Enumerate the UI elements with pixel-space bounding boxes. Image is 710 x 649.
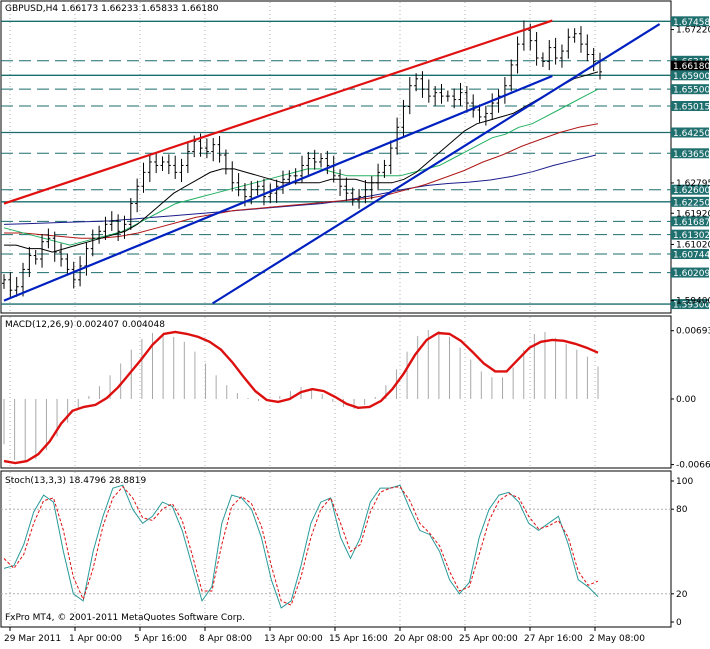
macd-y-tick-label: 0.00693 bbox=[676, 327, 710, 337]
level-tag bbox=[671, 60, 709, 71]
stoch-title: Stoch(13,3,3) 18.4796 28.8819 bbox=[5, 476, 146, 486]
level-tag bbox=[671, 267, 709, 278]
ma-green-line bbox=[3, 88, 599, 246]
y-tick-label: 1.61020 bbox=[676, 240, 710, 250]
level-tag-label: 1.62250 bbox=[673, 198, 710, 208]
price-bars bbox=[2, 20, 602, 299]
trendline bbox=[3, 19, 553, 205]
ma-navy-line bbox=[3, 154, 597, 225]
level-tag bbox=[671, 184, 709, 195]
x-tick-label: 8 Apr 08:00 bbox=[199, 634, 252, 644]
level-tag-label: 1.65015 bbox=[673, 102, 710, 112]
y-tick-label: 1.62795 bbox=[676, 179, 710, 189]
level-tag-label: 1.63650 bbox=[673, 150, 710, 160]
level-tag bbox=[671, 127, 709, 138]
macd-y-tick-label: 0.00 bbox=[676, 395, 696, 405]
level-tag-label: 1.65900 bbox=[673, 72, 710, 82]
level-tag bbox=[671, 148, 709, 159]
x-tick-label: 25 Apr 00:00 bbox=[459, 634, 518, 644]
stoch-main-line bbox=[3, 484, 599, 609]
level-tag-label: 1.60744 bbox=[673, 251, 710, 261]
level-tag-label: 1.67458 bbox=[673, 18, 710, 28]
level-tag bbox=[671, 84, 709, 95]
x-tick-label: 2 May 08:00 bbox=[589, 634, 645, 644]
level-tag bbox=[671, 249, 709, 260]
level-tag-label: 1.59300 bbox=[673, 301, 710, 311]
x-tick-label: 13 Apr 00:00 bbox=[264, 634, 323, 644]
level-tag bbox=[671, 16, 709, 27]
copyright-footer: FxPro MT4, © 2001-2011 MetaQuotes Softwa… bbox=[5, 613, 245, 623]
level-tag-label: 1.66180 bbox=[673, 62, 710, 72]
x-tick-label: 27 Apr 16:00 bbox=[524, 634, 583, 644]
macd-signal-line bbox=[3, 330, 599, 465]
y-tick-label: 1.61920 bbox=[676, 209, 710, 219]
stoch-y-tick-label: 20 bbox=[676, 590, 688, 600]
trendlines bbox=[3, 19, 661, 305]
level-tag-label: 1.60209 bbox=[673, 269, 710, 279]
x-tick-label: 15 Apr 16:00 bbox=[329, 634, 388, 644]
level-tag-label: 1.64250 bbox=[673, 129, 710, 139]
level-tag bbox=[671, 216, 709, 227]
stoch-y-tick-label: 0 bbox=[676, 618, 682, 628]
stoch-panel[interactable] bbox=[0, 470, 672, 628]
level-tag-label: 1.61687 bbox=[673, 218, 710, 228]
macd-panel[interactable] bbox=[0, 315, 672, 469]
level-tag bbox=[671, 70, 709, 81]
level-tag bbox=[671, 229, 709, 240]
stoch-series bbox=[1, 484, 671, 609]
axis-labels: 29 Mar 2011 1 Apr 00:00 5 Apr 16:00 8 Apr 0… bbox=[4, 26, 710, 644]
y-tick-label: 1.67220 bbox=[676, 26, 710, 36]
macd-y-tick-label: -0.00666 bbox=[676, 461, 710, 471]
level-tag bbox=[671, 196, 709, 207]
ma-black-line bbox=[4, 71, 599, 253]
level-tag-label: 1.61302 bbox=[673, 231, 710, 241]
stoch-y-tick-label: 100 bbox=[676, 477, 693, 487]
level-tag-label: 1.62600 bbox=[673, 186, 710, 196]
level-tag bbox=[671, 299, 709, 310]
price-title: GBPUSD,H4 1.66173 1.66233 1.65833 1.6618… bbox=[5, 4, 219, 14]
stoch-y-tick-label: 80 bbox=[676, 505, 688, 515]
stoch-signal-line bbox=[3, 485, 599, 606]
x-tick-label: 5 Apr 16:00 bbox=[134, 634, 187, 644]
trendline bbox=[212, 23, 661, 305]
x-tick-label: 29 Mar 2011 bbox=[4, 634, 61, 644]
x-tick-label: 1 Apr 00:00 bbox=[69, 634, 122, 644]
moving-averages bbox=[3, 71, 599, 253]
level-tag bbox=[671, 100, 709, 111]
level-tag-label: 1.65500 bbox=[673, 86, 710, 96]
macd-series bbox=[3, 330, 599, 465]
macd-title: MACD(12,26,9) 0.002407 0.004048 bbox=[5, 320, 165, 330]
y-tick-label: 1.59400 bbox=[676, 297, 710, 307]
trendline bbox=[3, 74, 553, 302]
price-panel[interactable] bbox=[0, 0, 672, 314]
x-tick-label: 20 Apr 08:00 bbox=[394, 634, 453, 644]
